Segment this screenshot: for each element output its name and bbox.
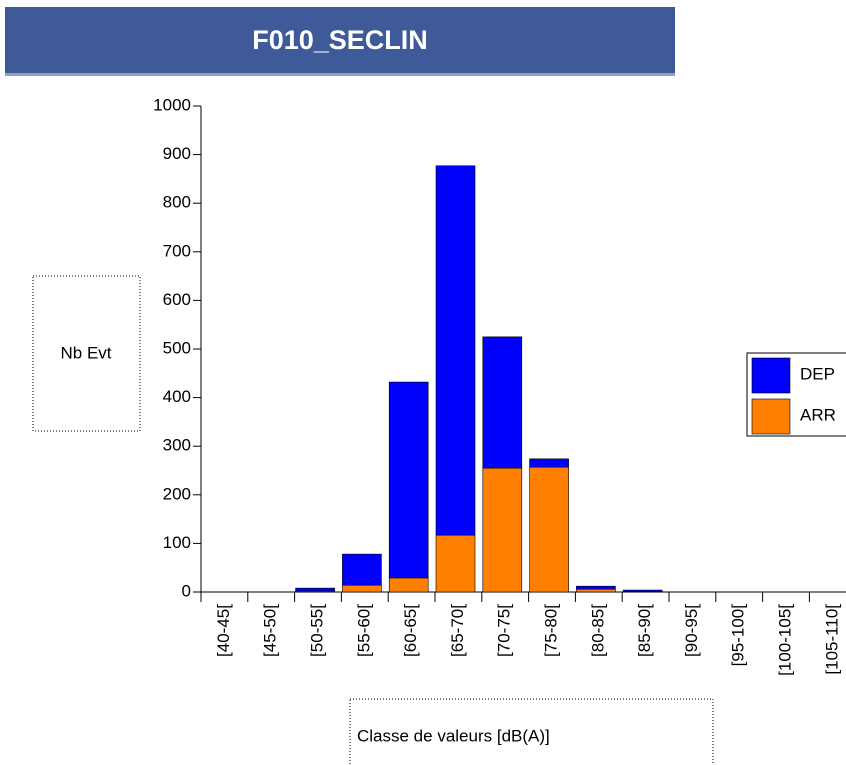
bar-segment (435, 165, 476, 536)
y-tick-label: 0 (182, 581, 191, 600)
x-tick-label: [70-75[ (495, 604, 514, 657)
y-tick-label: 800 (163, 193, 191, 212)
x-axis-label: Classe de valeurs [dB(A)] (357, 726, 550, 745)
y-tick-label: 500 (163, 338, 191, 357)
x-tick-label: [85-90[ (635, 604, 654, 657)
bar-segment (529, 458, 569, 468)
bar-segment (482, 467, 523, 593)
x-tick-label: [95-100[ (729, 604, 748, 667)
bar-segment (622, 589, 663, 592)
x-tick-label: [40-45[ (214, 604, 233, 657)
x-tick-label: [75-80[ (541, 604, 560, 657)
y-label-box (32, 275, 141, 432)
title-shadow (5, 73, 675, 76)
x-tick-label: [50-55[ (307, 604, 326, 657)
x-tick-label: [105-110[ (822, 604, 841, 675)
y-tick-label: 300 (163, 436, 191, 455)
y-tick-label: 100 (163, 533, 191, 552)
legend-swatch (751, 398, 791, 435)
y-tick-label: 400 (163, 387, 191, 406)
y-tick-label: 200 (163, 484, 191, 503)
x-label-box (349, 698, 714, 765)
bar-segment (388, 577, 429, 593)
bar-segment (529, 466, 569, 593)
y-tick-label: 1000 (153, 95, 191, 114)
x-tick-label: [65-70[ (448, 604, 467, 657)
x-tick-label: [80-85[ (588, 604, 607, 657)
x-tick-label: [45-50[ (261, 604, 280, 657)
bar-segment (342, 584, 382, 593)
bar-segment (576, 585, 616, 590)
bar-segment (388, 381, 429, 579)
bar-segment (342, 553, 382, 586)
x-tick-label: [55-60[ (354, 604, 373, 657)
bar-segment (576, 588, 616, 593)
legend-label: ARR (800, 405, 836, 424)
bar-segment (435, 534, 476, 593)
chart-title: F010_SECLIN (252, 25, 428, 55)
y-tick-label: 900 (163, 144, 191, 163)
x-tick-label: [90-95[ (682, 604, 701, 657)
bar-segment (295, 587, 335, 592)
bar-segment (482, 336, 523, 469)
y-tick-label: 600 (163, 290, 191, 309)
legend-swatch (751, 357, 791, 394)
y-axis-label: Nb Evt (60, 343, 111, 362)
x-tick-label: [60-65[ (401, 604, 420, 657)
legend-label: DEP (800, 364, 835, 383)
title-banner (5, 7, 675, 75)
y-tick-label: 700 (163, 241, 191, 260)
x-tick-label: [100-105[ (775, 604, 794, 676)
